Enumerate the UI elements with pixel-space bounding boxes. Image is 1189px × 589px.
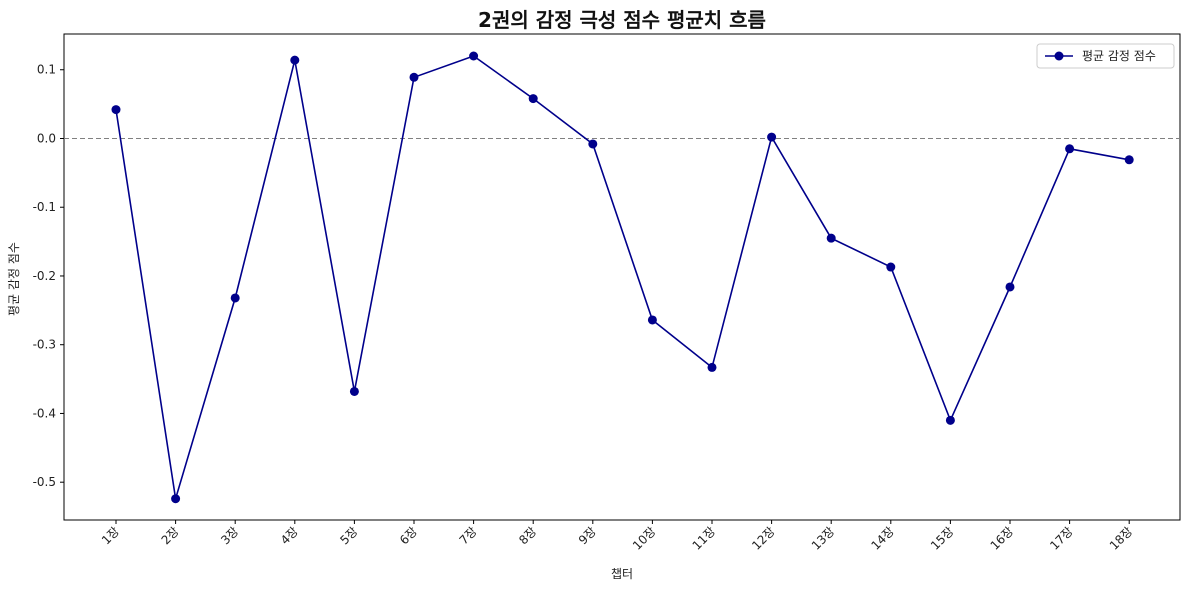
data-point [886, 262, 896, 272]
x-axis-label: 챕터 [611, 566, 633, 581]
y-tick-label: -0.5 [33, 475, 56, 489]
y-axis-ticks: 0.1 0.0 -0.1 -0.2 -0.3 -0.4 -0.5 [33, 63, 64, 489]
data-point [588, 139, 598, 149]
data-point [707, 362, 717, 372]
series-line [115, 55, 1130, 499]
data-point [469, 51, 479, 61]
plot-area-border [63, 33, 1181, 521]
data-point [647, 315, 657, 325]
y-tick-label: 0.0 [37, 131, 56, 145]
y-axis-label: 평균 감정 점수 [7, 242, 21, 316]
chart-title: 2권의 감정 극성 점수 평균치 흐름 [478, 8, 766, 32]
data-point [826, 233, 836, 243]
x-tick-label: 2장 [159, 524, 182, 547]
data-point [290, 55, 300, 65]
x-tick-label: 12장 [749, 524, 778, 553]
x-tick-label: 1장 [99, 524, 122, 547]
x-tick-label: 5장 [337, 524, 360, 547]
data-point [111, 105, 121, 115]
x-tick-label: 15장 [928, 524, 957, 553]
x-tick-label: 13장 [809, 524, 838, 553]
data-point [945, 415, 955, 425]
data-point [171, 494, 181, 504]
data-point [349, 386, 359, 396]
legend-box [1036, 43, 1175, 69]
x-tick-label: 9장 [576, 524, 599, 547]
data-point [1124, 155, 1134, 165]
x-tick-label: 10장 [630, 524, 659, 553]
plot-frame [63, 33, 1181, 521]
y-tick-label: -0.3 [33, 338, 56, 352]
data-point [528, 94, 538, 104]
legend-entry: 평균 감정 점수 [1082, 49, 1156, 63]
y-tick-label: -0.2 [33, 269, 56, 283]
y-tick-label: 0.1 [37, 63, 56, 77]
x-tick-label: 4장 [278, 524, 301, 547]
x-tick-label: 8장 [516, 524, 539, 547]
legend-marker-sample [1054, 51, 1064, 61]
x-tick-label: 18장 [1107, 524, 1136, 553]
series-layer [111, 51, 1134, 504]
legend: 평균 감정 점수 [1036, 43, 1175, 69]
data-point [409, 72, 419, 82]
x-tick-label: 17장 [1047, 524, 1076, 553]
y-tick-label: -0.1 [33, 200, 56, 214]
x-tick-label: 7장 [457, 524, 480, 547]
data-point [1005, 282, 1015, 292]
data-point [1065, 144, 1075, 154]
x-tick-label: 11장 [690, 524, 719, 553]
x-tick-label: 14장 [868, 524, 897, 553]
data-point [767, 132, 777, 142]
x-tick-label: 16장 [988, 524, 1017, 553]
x-axis-ticks: 1장 2장 3장 4장 5장 6장 7장 8장 9장 10장 11장 12장 13장 14장 15장 16장 1… [99, 520, 1135, 553]
x-tick-label: 6장 [397, 524, 420, 547]
data-point [230, 293, 240, 303]
y-tick-label: -0.4 [33, 406, 56, 420]
x-tick-label: 3장 [218, 524, 241, 547]
